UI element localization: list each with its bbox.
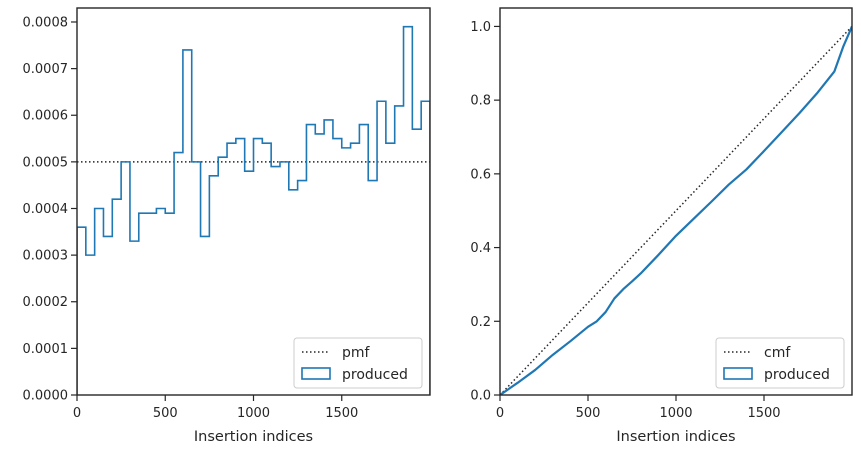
y-tick-label: 0.2 [470, 315, 491, 330]
x-tick-label: 500 [153, 406, 178, 421]
x-tick-label: 1000 [659, 406, 692, 421]
legend-box [715, 337, 845, 389]
right-chart-cmf: 0 500 1000 1500 0.0 0.2 0.4 0.6 0.8 1.0 Insertion … [470, 7, 853, 445]
x-tick-label: 0 [496, 406, 504, 421]
y-tick-label: 0.4 [470, 241, 491, 256]
y-tick-label: 0.0003 [23, 249, 69, 264]
plot-area [77, 25, 430, 395]
y-tick-label: 1.0 [470, 20, 491, 35]
x-axis-label: Insertion indices [616, 429, 735, 445]
produced-legend-swatch [301, 367, 331, 380]
legend-box [293, 337, 423, 389]
x-tick-label: 1500 [325, 406, 358, 421]
x-tick-label: 500 [576, 406, 601, 421]
y-tick-label: 0.0005 [23, 155, 69, 170]
y-tick-label: 0.0008 [23, 15, 69, 30]
x-tick-label: 1500 [747, 406, 780, 421]
y-tick-label: 0.6 [470, 167, 491, 182]
y-tick-label: 0.8 [470, 94, 491, 109]
legend: cmf produced [715, 337, 845, 389]
y-tick-label: 0.0 [470, 389, 491, 404]
axes-frame [76, 7, 431, 396]
x-axis-label: Insertion indices [194, 429, 313, 445]
produced-legend-label: produced [764, 367, 830, 383]
cmf-legend-label: cmf [764, 345, 791, 361]
produced-histogram [77, 25, 430, 395]
axes-frame [499, 7, 853, 396]
cmf-line [500, 25, 852, 395]
y-tick-label: 0.0006 [23, 109, 69, 124]
x-tick-label: 0 [73, 406, 81, 421]
y-tick-label: 0.0000 [23, 389, 69, 404]
plot-area [500, 25, 852, 395]
produced-legend-swatch [723, 367, 753, 380]
pmf-legend-label: pmf [342, 345, 371, 361]
y-tick-label: 0.0004 [23, 202, 69, 217]
x-tick-label: 1000 [237, 406, 270, 421]
produced-line [500, 25, 852, 395]
legend: pmf produced [293, 337, 423, 389]
left-chart-pmf: 0 500 1000 1500 0.0000 0.0001 0.0002 0.0003 0.00… [23, 7, 431, 445]
produced-legend-label: produced [342, 367, 408, 383]
y-tick-label: 0.0007 [23, 62, 69, 77]
y-tick-label: 0.0001 [23, 342, 69, 357]
y-tick-label: 0.0002 [23, 295, 69, 310]
